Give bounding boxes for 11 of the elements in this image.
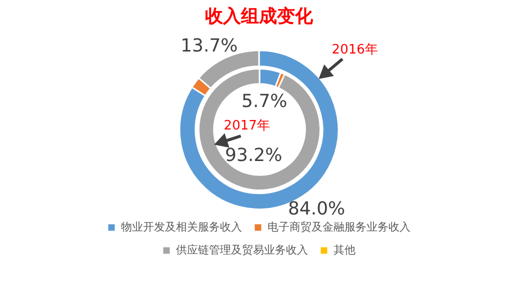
legend-label: 电子商贸及金融服务业务收入 — [268, 220, 410, 234]
legend-label: 其他 — [334, 244, 356, 257]
data-label: 84.0% — [288, 198, 346, 220]
data-label: 5.7% — [241, 91, 287, 112]
slice-label: 2017年 — [223, 118, 270, 134]
legend-label: 物业开发及相关服务收入 — [121, 220, 242, 234]
data-label: 13.7% — [180, 35, 238, 56]
slice-label: 2016年 — [332, 42, 378, 58]
chart-title: 收入组成变化 — [205, 6, 314, 26]
data-label: 93.2% — [224, 145, 282, 166]
legend-label: 供应链管理及贸易业务收入 — [176, 244, 308, 257]
